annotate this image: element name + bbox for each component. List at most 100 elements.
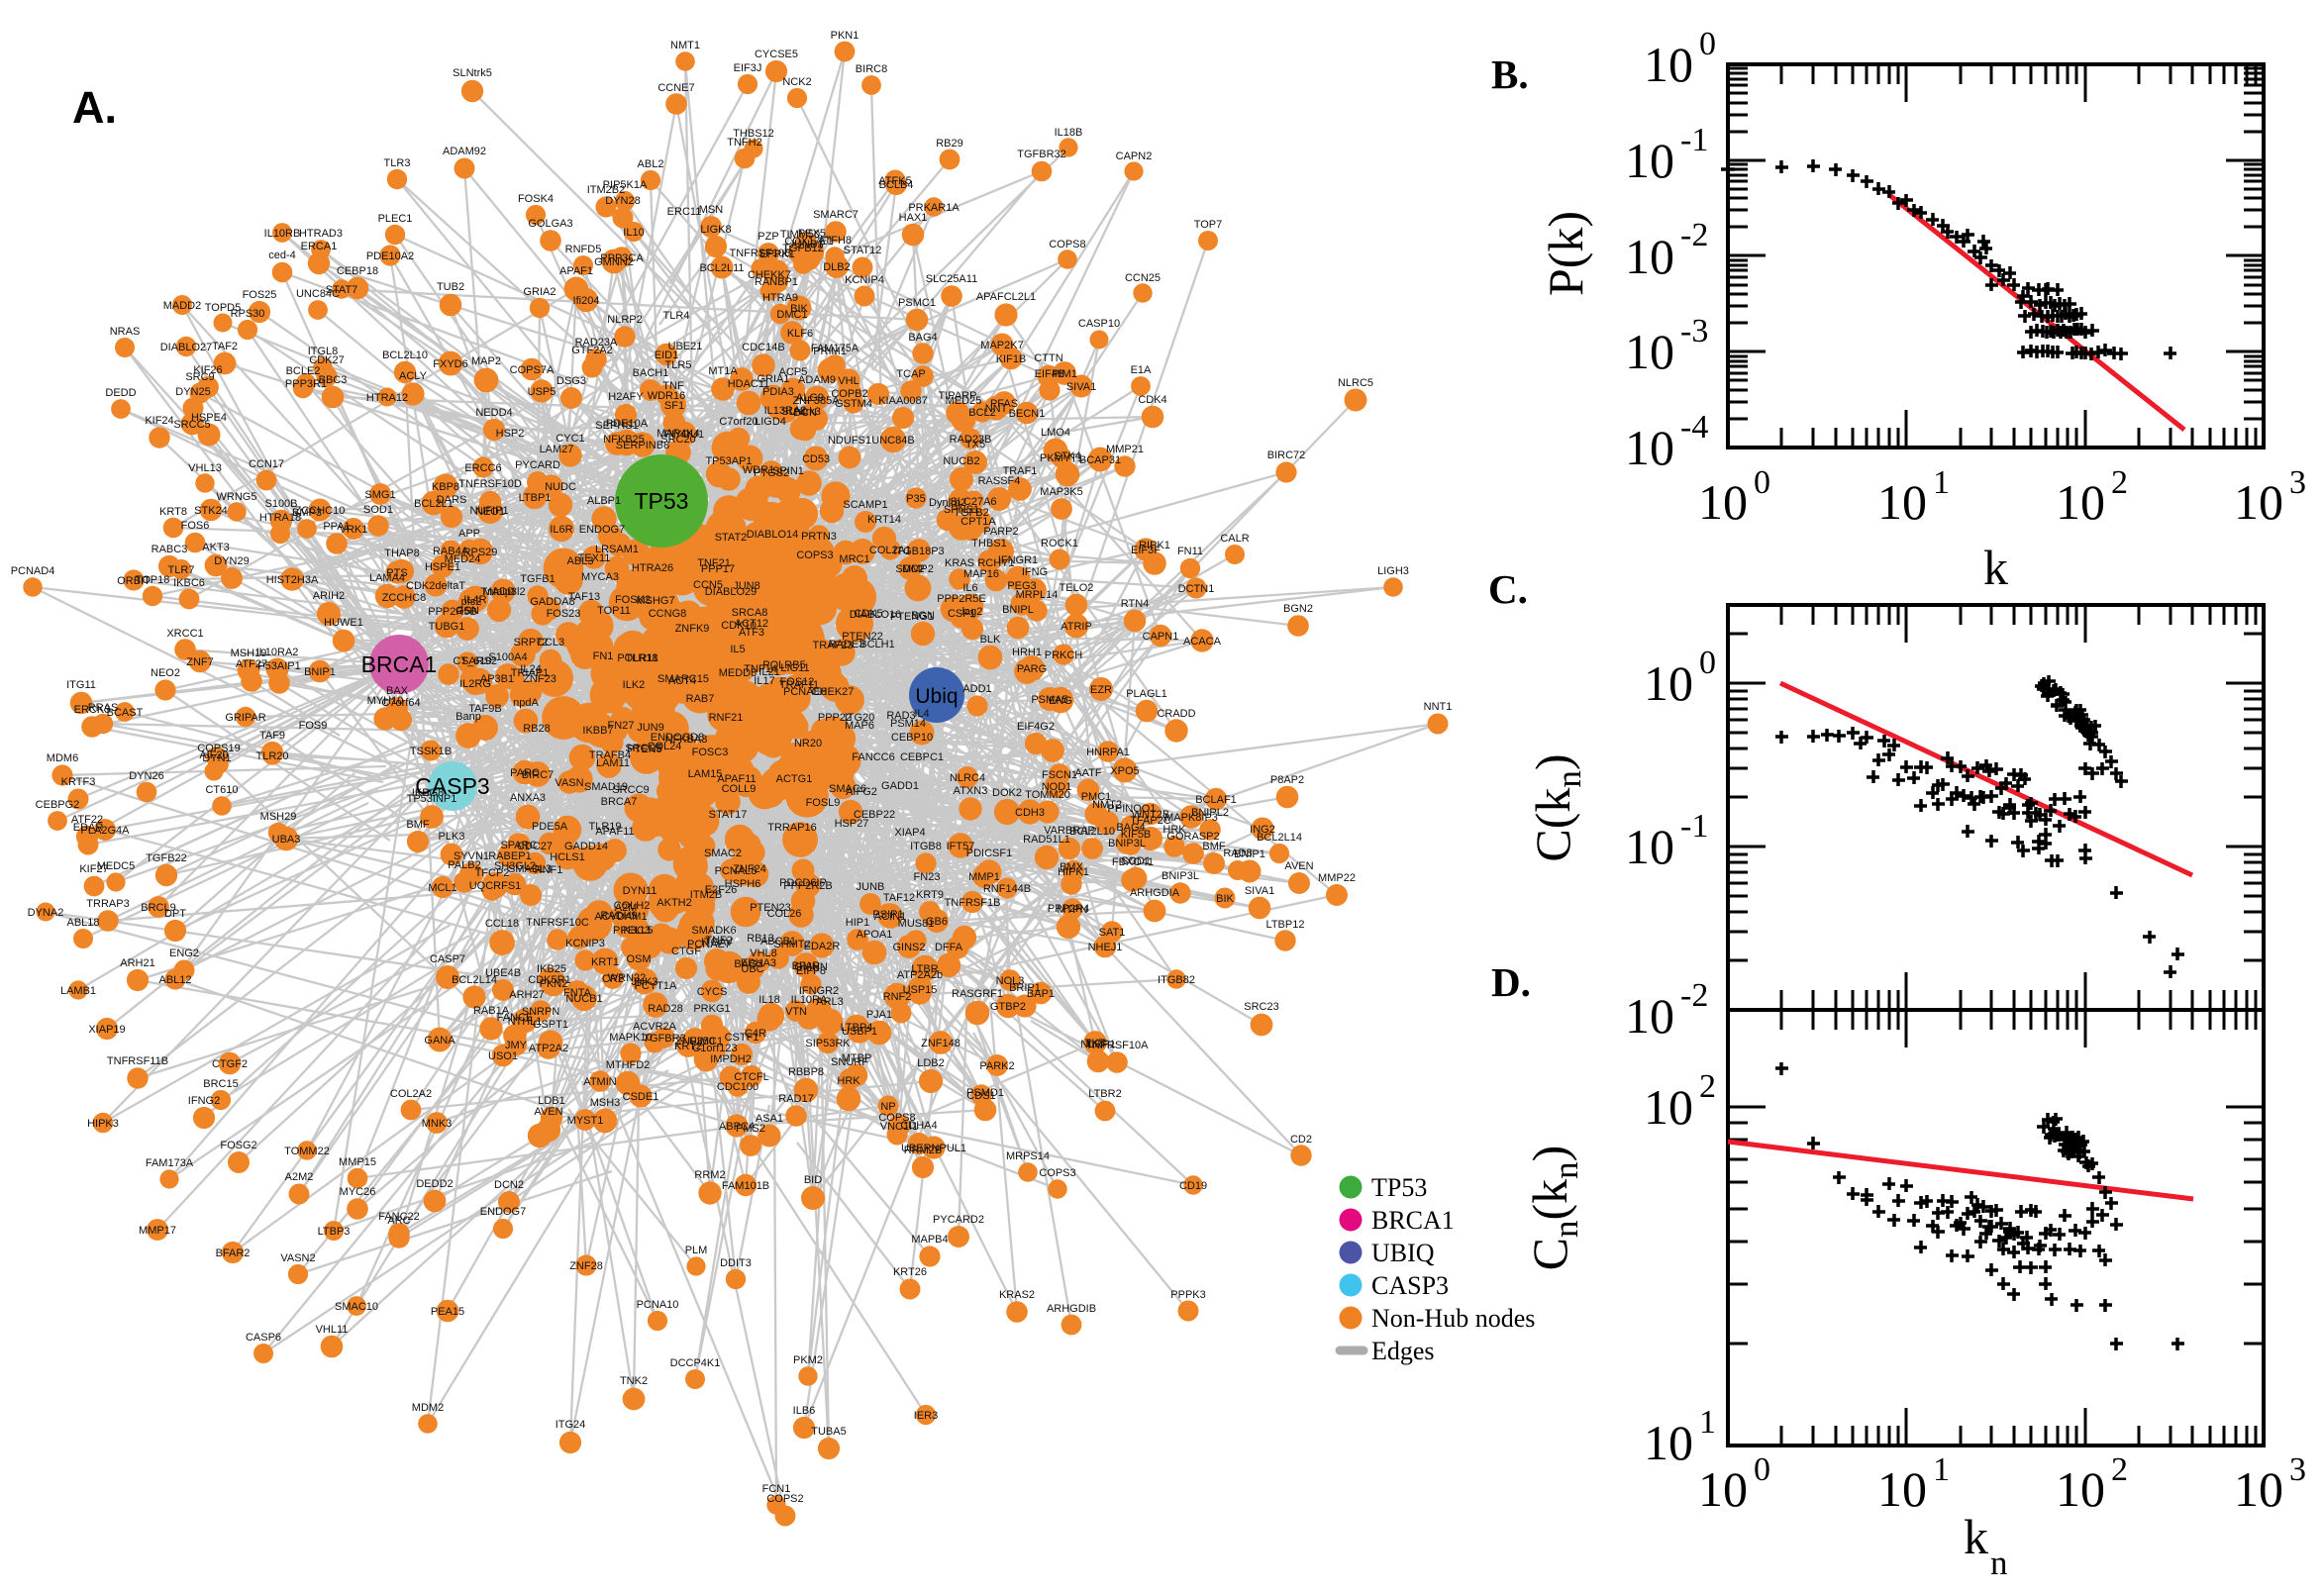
svg-text:XRCC1: XRCC1 xyxy=(166,628,203,640)
svg-text:KRT8: KRT8 xyxy=(159,506,187,518)
svg-text:RTN4: RTN4 xyxy=(1121,598,1150,610)
svg-text:MDM2: MDM2 xyxy=(412,1402,444,1414)
svg-text:BCL2L14: BCL2L14 xyxy=(1257,832,1302,844)
svg-text:ACP5: ACP5 xyxy=(779,366,808,378)
svg-text:PLM: PLM xyxy=(685,1245,708,1256)
svg-text:NLRP1: NLRP1 xyxy=(1080,1039,1115,1050)
svg-text:PEG3: PEG3 xyxy=(1007,580,1036,592)
svg-text:HUWE1: HUWE1 xyxy=(324,617,363,629)
svg-text:LAMA4: LAMA4 xyxy=(369,572,405,584)
svg-text:ATFK5: ATFK5 xyxy=(878,175,911,187)
svg-text:PTENG1: PTENG1 xyxy=(890,611,934,623)
svg-text:BRC15: BRC15 xyxy=(203,1078,238,1090)
svg-text:BNIP1: BNIP1 xyxy=(1234,848,1265,860)
svg-text:NCK2: NCK2 xyxy=(782,76,811,88)
svg-text:-2: -2 xyxy=(1680,217,1708,253)
svg-text:ATXN3: ATXN3 xyxy=(954,785,988,797)
svg-text:FOS9: FOS9 xyxy=(299,720,328,732)
svg-text:UBERNPUL1: UBERNPUL1 xyxy=(901,1143,966,1154)
svg-text:UBE4B: UBE4B xyxy=(485,967,521,979)
svg-text:DYN11: DYN11 xyxy=(623,885,657,897)
svg-text:RAD23A: RAD23A xyxy=(575,337,618,349)
svg-text:MMP1: MMP1 xyxy=(968,871,1000,883)
svg-text:SMG1: SMG1 xyxy=(364,489,395,501)
svg-text:2: 2 xyxy=(2111,1451,2128,1488)
svg-text:PKN1: PKN1 xyxy=(831,30,859,42)
svg-text:TNFH2: TNFH2 xyxy=(727,137,761,149)
svg-text:CEBP10: CEBP10 xyxy=(891,732,933,744)
svg-text:IFNG: IFNG xyxy=(1022,566,1048,578)
svg-text:FOSK2: FOSK2 xyxy=(615,594,651,606)
svg-text:MMP21: MMP21 xyxy=(1106,444,1144,455)
svg-text:PRKG1: PRKG1 xyxy=(693,1003,730,1015)
svg-text:GB6: GB6 xyxy=(926,916,948,928)
svg-text:DYN29: DYN29 xyxy=(214,555,249,567)
svg-text:IFNGR2: IFNGR2 xyxy=(799,985,839,997)
svg-text:PLEC1: PLEC1 xyxy=(378,213,413,225)
svg-text:SMAC2: SMAC2 xyxy=(704,848,742,859)
svg-text:GADD14: GADD14 xyxy=(564,841,608,852)
svg-text:CDC100: CDC100 xyxy=(717,1081,758,1093)
svg-text:ACACA: ACACA xyxy=(1183,636,1222,648)
svg-text:TGFBR32: TGFBR32 xyxy=(1017,149,1066,160)
svg-text:TOPD5: TOPD5 xyxy=(205,302,241,314)
svg-text:ENDOG7: ENDOG7 xyxy=(579,524,625,536)
svg-text:IFNG2: IFNG2 xyxy=(188,1095,220,1107)
svg-text:HRK: HRK xyxy=(1162,824,1186,836)
svg-text:RB13: RB13 xyxy=(747,933,774,945)
svg-text:MYCA3: MYCA3 xyxy=(581,571,619,583)
svg-text:NUFIP1: NUFIP1 xyxy=(469,505,508,517)
svg-text:0: 0 xyxy=(1754,464,1770,501)
svg-text:TLR7: TLR7 xyxy=(168,564,195,576)
svg-text:NDUFS1: NDUFS1 xyxy=(828,435,871,447)
svg-text:GADDA8: GADDA8 xyxy=(530,596,574,608)
svg-text:RADE3: RADE3 xyxy=(829,639,865,650)
svg-text:ADD1: ADD1 xyxy=(962,683,991,695)
svg-text:RAD17: RAD17 xyxy=(778,1093,813,1105)
svg-text:CEBP18: CEBP18 xyxy=(337,265,378,277)
svg-text:CDK5R1: CDK5R1 xyxy=(528,974,570,986)
svg-text:STAT2: STAT2 xyxy=(715,532,748,544)
svg-text:P8AP2: P8AP2 xyxy=(1270,774,1304,786)
svg-text:PTGS2: PTGS2 xyxy=(754,467,789,479)
svg-text:USP5: USP5 xyxy=(528,386,556,398)
svg-text:HIST2H3A: HIST2H3A xyxy=(266,574,319,586)
svg-text:COPS3: COPS3 xyxy=(796,549,833,561)
svg-text:MADD2: MADD2 xyxy=(163,300,202,312)
svg-text:TAF2: TAF2 xyxy=(212,341,238,352)
svg-text:PPP2R5E: PPP2R5E xyxy=(937,593,986,605)
svg-text:BMF: BMF xyxy=(1202,841,1226,852)
svg-text:SOD1: SOD1 xyxy=(1121,855,1151,867)
svg-text:SRCA8: SRCA8 xyxy=(732,607,768,619)
svg-text:PZP: PZP xyxy=(758,231,778,243)
svg-text:ARIH2: ARIH2 xyxy=(313,590,345,602)
svg-text:PYCARD: PYCARD xyxy=(515,459,560,471)
svg-text:HSP2: HSP2 xyxy=(496,428,525,440)
svg-text:ATP2A2b: ATP2A2b xyxy=(897,969,943,981)
svg-text:COLL9: COLL9 xyxy=(722,783,757,795)
svg-text:SRCC9: SRCC9 xyxy=(612,784,649,796)
svg-text:XIAP4: XIAP4 xyxy=(894,827,925,839)
svg-text:DYNA2: DYNA2 xyxy=(28,907,64,919)
svg-text:COL2A1: COL2A1 xyxy=(869,545,911,556)
svg-text:FOS25: FOS25 xyxy=(243,289,277,301)
svg-text:TNFRSF10D: TNFRSF10D xyxy=(458,478,522,490)
svg-text:NOL3: NOL3 xyxy=(996,975,1025,987)
svg-text:KIF1B: KIF1B xyxy=(996,353,1027,365)
svg-text:MMP22: MMP22 xyxy=(1318,872,1356,884)
svg-text:P35: P35 xyxy=(906,493,926,505)
svg-text:FXYD6: FXYD6 xyxy=(433,358,467,370)
svg-text:-1: -1 xyxy=(1680,122,1708,158)
svg-text:EDA2R: EDA2R xyxy=(804,941,841,952)
svg-text:IL17: IL17 xyxy=(754,675,774,687)
svg-text:MADD: MADD xyxy=(483,586,515,598)
svg-text:PARG: PARG xyxy=(1017,663,1047,675)
svg-text:CAPN2: CAPN2 xyxy=(1116,150,1153,162)
svg-text:LIGK8: LIGK8 xyxy=(700,224,731,236)
svg-text:TFCP2: TFCP2 xyxy=(475,867,510,879)
svg-text:EIF3J: EIF3J xyxy=(734,62,762,74)
svg-text:PRIM1: PRIM1 xyxy=(813,346,847,357)
svg-text:VTN: VTN xyxy=(785,1006,807,1018)
svg-text:MYST1: MYST1 xyxy=(567,1115,604,1127)
svg-text:TAF9: TAF9 xyxy=(259,730,285,742)
